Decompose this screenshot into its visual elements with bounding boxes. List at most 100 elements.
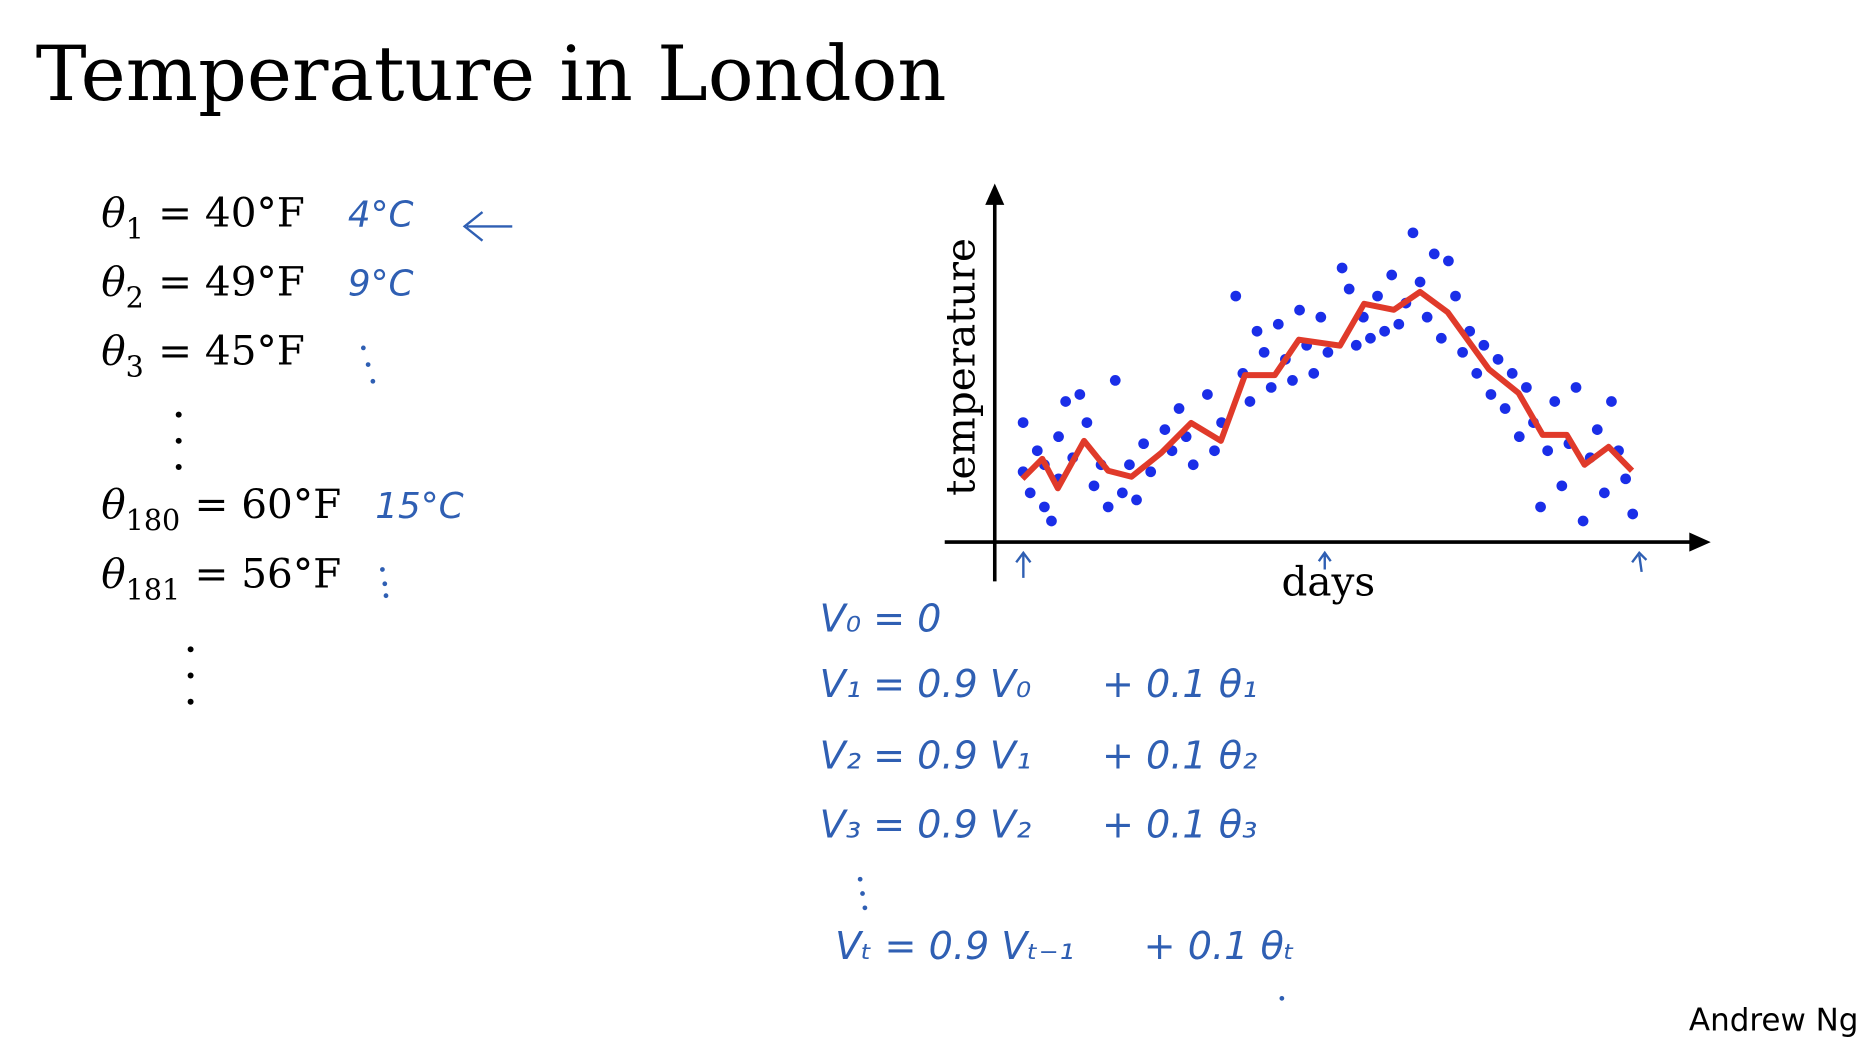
data-point: [1209, 445, 1220, 457]
eq-variable: θ: [101, 257, 125, 305]
data-point: [1393, 318, 1405, 330]
eq-variable: θ: [101, 549, 125, 597]
data-point: [1053, 431, 1064, 443]
data-point: [1598, 487, 1610, 499]
data-point: [1124, 459, 1135, 471]
data-point: [1379, 325, 1390, 337]
data-point: [1577, 515, 1589, 527]
eq-subscript: 1: [126, 211, 144, 245]
data-point: [1308, 368, 1320, 379]
data-point: [1336, 262, 1348, 274]
data-point: [1187, 459, 1199, 471]
data-point: [1202, 389, 1213, 400]
chart-axes: [944, 183, 1711, 582]
hand-left: V₃ = 0.9 V₂: [820, 803, 1032, 847]
hand-right: + 0.1 θ₁: [1102, 662, 1257, 706]
data-point: [1620, 473, 1631, 485]
data-point: [1450, 290, 1461, 302]
data-point: [1060, 396, 1072, 407]
data-point: [1570, 382, 1582, 393]
data-point: [1350, 339, 1362, 351]
data-point: [1046, 515, 1057, 527]
hand-right: + 0.1 θ₃: [1102, 803, 1257, 847]
data-point: [1556, 480, 1568, 492]
data-point: [1081, 417, 1093, 428]
data-point: [1549, 396, 1561, 407]
eq-value: = 56°F: [194, 549, 341, 597]
data-point: [1230, 290, 1242, 302]
data-point: [1294, 304, 1305, 316]
data-point: [1414, 276, 1426, 288]
ellipsis-dots: [175, 411, 194, 705]
data-point: [1365, 332, 1376, 344]
hand-marks: [360, 211, 1648, 1001]
data-point: [1031, 445, 1043, 457]
data-point: [1109, 375, 1121, 386]
eq-note: 9°C: [348, 263, 414, 304]
hand-left: Vₜ = 0.9 Vₜ₋₁: [835, 924, 1074, 968]
data-point: [1258, 346, 1270, 358]
data-point: [1506, 368, 1518, 379]
data-point: [1272, 318, 1284, 330]
data-point: [1513, 431, 1525, 443]
slide-title: Temperature in London: [36, 29, 947, 118]
data-point: [1492, 353, 1504, 365]
eq-subscript: 181: [126, 572, 181, 606]
data-point: [1039, 501, 1050, 513]
data-point: [1443, 255, 1454, 267]
hand-left: V₂ = 0.9 V₁: [820, 733, 1032, 777]
data-point: [1138, 438, 1149, 450]
data-point: [1457, 346, 1468, 358]
data-point: [1343, 283, 1355, 295]
eq-value: = 49°F: [158, 257, 305, 305]
data-point: [1244, 396, 1256, 407]
data-point: [1606, 396, 1617, 407]
eq-value: = 60°F: [194, 480, 341, 528]
data-point: [1535, 501, 1546, 513]
data-point: [1088, 480, 1100, 492]
x-axis-label: days: [1281, 558, 1375, 606]
eq-variable: θ: [101, 480, 125, 528]
data-point: [1074, 389, 1086, 400]
hand-left: V₀ = 0: [820, 596, 942, 640]
data-point: [1435, 332, 1447, 344]
y-axis-label: temperature: [937, 238, 985, 496]
equation: θ2 = 49°F: [101, 257, 305, 314]
equation: θ181 = 56°F: [101, 549, 341, 606]
data-point: [1386, 269, 1398, 281]
data-point: [1145, 466, 1157, 478]
eq-subscript: 180: [126, 503, 181, 537]
data-point: [1542, 445, 1554, 457]
equation: θ1 = 40°F: [101, 188, 305, 245]
equation: θ3 = 45°F: [101, 327, 305, 384]
data-point: [1591, 424, 1603, 435]
data-point: [1131, 494, 1142, 506]
data-point: [1372, 290, 1383, 302]
hand-right: + 0.1 θ₂: [1102, 733, 1257, 777]
data-point: [1521, 382, 1532, 393]
eq-note: 4°C: [348, 194, 414, 235]
data-point: [1421, 311, 1433, 323]
data-point: [1116, 487, 1128, 499]
author: Andrew Ng: [1689, 1003, 1859, 1039]
data-point: [1265, 382, 1277, 393]
data-point: [1322, 346, 1334, 358]
smoothed-line: [1020, 288, 1635, 492]
data-point: [1102, 501, 1114, 513]
eq-subscript: 3: [126, 349, 144, 383]
data-point: [1024, 487, 1036, 499]
data-point: [1478, 339, 1490, 351]
data-point: [1159, 424, 1171, 435]
data-point: [1471, 368, 1483, 379]
data-point: [1251, 325, 1263, 337]
data-point: [1407, 227, 1419, 239]
data-point: [1428, 248, 1440, 260]
equation: θ180 = 60°F: [101, 480, 341, 537]
hand-right: + 0.1 θₜ: [1144, 924, 1295, 968]
data-point: [1173, 403, 1185, 414]
data-point: [1287, 375, 1298, 386]
data-point: [1017, 417, 1029, 428]
eq-note: 15°C: [375, 486, 463, 527]
data-point: [1485, 389, 1497, 400]
